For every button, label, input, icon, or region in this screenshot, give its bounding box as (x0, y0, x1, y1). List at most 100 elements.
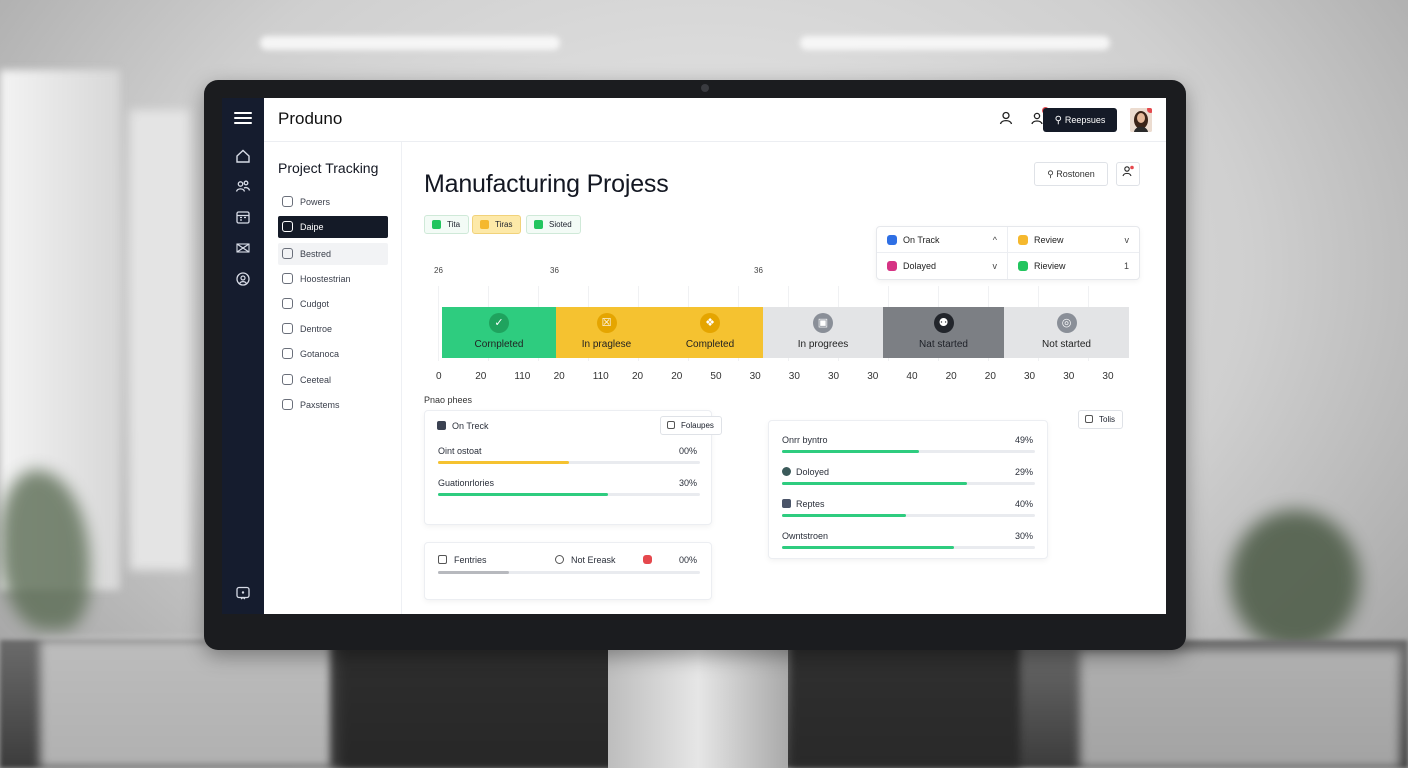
status-dot-icon (782, 499, 791, 508)
sidebar-item-label: Powers (300, 197, 331, 207)
bottom-tick-label: 20 (984, 371, 996, 382)
gridline (438, 286, 439, 361)
folder-icon (282, 221, 293, 232)
search-icon: ⚲ (1047, 169, 1057, 179)
sidebar-item-label: Cudgot (300, 299, 330, 309)
sidebar-item-powers[interactable]: Powers (278, 191, 388, 213)
sidebar-item-daipe[interactable]: Daipe (278, 216, 388, 238)
sidebar-title: Project Tracking (278, 160, 379, 176)
bottom-tick-label: 50 (710, 371, 722, 382)
menu-icon[interactable] (234, 112, 252, 124)
app-screen: Produno ⚲ Reepsues Project Tracking Power… (222, 98, 1166, 614)
timeline-segment[interactable]: ◎ Not started (1004, 307, 1129, 358)
breakdown-row-value: 29% (1015, 467, 1034, 477)
page-title: Manufacturing Projess (424, 170, 669, 198)
timeline-segment[interactable]: ✓ Cornpleted (442, 307, 556, 358)
user-icon[interactable] (996, 110, 1016, 130)
user-alert-button[interactable] (1116, 162, 1140, 186)
timeline-segment[interactable]: ▣ In progrees (763, 307, 883, 358)
status-dot-icon (782, 467, 791, 476)
filter-chip-label: Tiras (495, 220, 513, 229)
progress-fill (782, 514, 906, 517)
timeline-segment[interactable]: ⚉ Nat started (883, 307, 1004, 358)
clock-icon (555, 555, 564, 564)
sidebar-item-label: Gotanoca (300, 349, 340, 359)
monitor: Produno ⚲ Reepsues Project Tracking Power… (204, 80, 1186, 650)
timeline-segment-label: In progrees (797, 339, 849, 350)
filter-chip-tiras[interactable]: Tiras (472, 215, 522, 234)
profile-icon[interactable] (234, 271, 252, 289)
legend-swatch (887, 235, 897, 245)
document-icon (438, 555, 447, 564)
monitor-stand (608, 650, 788, 768)
home-icon[interactable] (234, 148, 252, 166)
desk (1080, 650, 1400, 768)
bottom-tick-label: 40 (906, 371, 918, 382)
sidebar-item-paxstems[interactable]: Paxstems (278, 394, 388, 416)
card-icon (437, 421, 446, 430)
check-icon (282, 196, 293, 207)
progress-fill (438, 571, 509, 574)
progress-track (782, 514, 1035, 517)
help-icon[interactable] (234, 585, 252, 603)
calendar-icon[interactable] (234, 209, 252, 227)
progress-track (782, 450, 1035, 453)
top-tick-label: 36 (550, 266, 559, 275)
tag-icon (667, 421, 675, 429)
filter-chip-tita[interactable]: Tita (424, 215, 470, 234)
progress-track (438, 571, 700, 574)
folaupes-tag[interactable]: Folaupes (660, 416, 722, 435)
sidebar-item-hoostestrian[interactable]: Hoostestrian (278, 268, 388, 290)
chip-icon (534, 220, 543, 229)
bottom-tick-label: 0 (436, 371, 442, 382)
sidebar: Project Tracking Powers Daipe Bestred Ho… (264, 142, 402, 614)
sidebar-item-cudgot[interactable]: Cudgot (278, 293, 388, 315)
sidebar-item-gotanoca[interactable]: Gotanoca (278, 343, 388, 365)
search-button[interactable]: ⚲ Rostonen (1034, 162, 1108, 186)
tag-icon (1085, 415, 1093, 423)
table-icon (282, 374, 293, 385)
avatar[interactable] (1130, 108, 1152, 132)
user-alert-icon (1122, 165, 1134, 177)
bottom-tick-label: 30 (749, 371, 761, 382)
not-break-label: Not Ereask (571, 555, 616, 565)
timeline-segment[interactable]: ❖ Completed (657, 307, 763, 358)
legend-label: Review (1034, 235, 1064, 245)
filter-chip-label: Sioted (549, 220, 572, 229)
bottom-tick-label: 30 (1063, 371, 1075, 382)
timeline-segment[interactable]: ☒ In praglese (556, 307, 657, 358)
legend-on-track[interactable]: On Track ^ (877, 227, 1008, 253)
alert-icon (643, 555, 652, 564)
sidebar-item-dentroe[interactable]: Dentroe (278, 318, 388, 340)
ceiling-light (260, 36, 560, 50)
filter-chip-sioted[interactable]: Sioted (526, 215, 581, 234)
clipboard-icon: ☒ (596, 313, 617, 333)
sidebar-item-label: Bestred (300, 249, 332, 259)
chip-icon (432, 220, 441, 229)
mail-icon[interactable] (234, 240, 252, 258)
entries-value: 00% (679, 555, 698, 565)
people-icon: ⚉ (933, 313, 954, 333)
primary-action-button[interactable]: ⚲ Reepsues (1043, 108, 1117, 132)
ceiling-light (800, 36, 1110, 50)
legend-swatch (887, 261, 897, 271)
breakdown-row-label: Owntstroen (782, 531, 829, 541)
sidebar-item-label: Paxstems (300, 400, 340, 410)
legend-rieview[interactable]: Rieview 1 (1008, 253, 1139, 279)
bottom-tick-label: 30 (1102, 371, 1114, 382)
tolis-tag[interactable]: Tolis (1078, 410, 1124, 429)
legend-dolayed[interactable]: Dolayed v (877, 253, 1008, 279)
team-icon[interactable] (234, 178, 252, 196)
breakdown-row-value: 40% (1015, 499, 1034, 509)
chair (790, 640, 1020, 768)
entries-label: Fentries (454, 555, 487, 565)
section-label: Pnao phees (424, 395, 473, 405)
sidebar-item-ceeteal[interactable]: Ceeteal (278, 369, 388, 391)
sidebar-item-bestred[interactable]: Bestred (278, 243, 388, 265)
chair (330, 640, 630, 768)
legend-label: On Track (903, 235, 940, 245)
progress-track (438, 493, 700, 496)
document-icon (282, 348, 293, 359)
breakdown-row-label: Onrr byntro (782, 435, 828, 445)
legend-review[interactable]: Review v (1008, 227, 1139, 253)
